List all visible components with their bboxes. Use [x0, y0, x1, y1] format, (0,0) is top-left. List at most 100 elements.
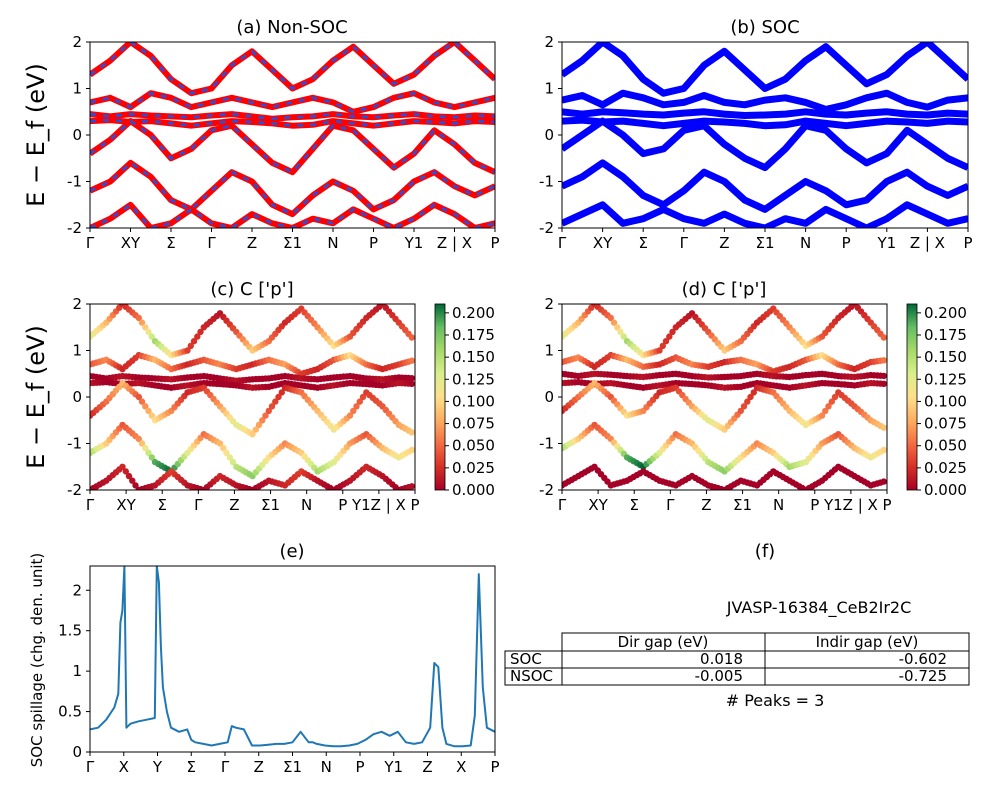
series-line	[562, 117, 968, 172]
panel-a-title: (a) Non-SOC	[236, 17, 347, 38]
colorbar-tick-label: 0.075	[924, 415, 967, 433]
colorbar-tick-label: 0.025	[924, 459, 967, 477]
band-point	[223, 449, 230, 456]
y-tick-label: 0	[544, 126, 554, 144]
colorbar-tick-label: 0.075	[452, 415, 495, 433]
panel-a-plot	[90, 42, 495, 228]
y-tick-label: -2	[539, 219, 554, 237]
x-tick-label: X	[456, 758, 466, 776]
y-tick-label: 0	[72, 743, 82, 761]
panel-c-yticks: -2 -1 0 1 2	[67, 295, 90, 499]
x-tick-label: Σ1	[755, 234, 774, 252]
panel-a: (a) Non-SOC Γ XY Σ Γ Z Σ1 N P Y1 Z | X P -2 -1 0 1 2 E…	[22, 17, 500, 252]
band-point	[880, 380, 887, 387]
band-point	[262, 412, 269, 419]
gap-table-value: -0.725	[899, 667, 947, 685]
band-point	[275, 393, 282, 401]
band-point	[142, 403, 149, 410]
band-point	[408, 375, 415, 382]
gap-table: Dir gap (eV) Indir gap (eV) SOC 0.018 -0…	[504, 632, 970, 686]
series-line	[90, 566, 495, 748]
x-tick-label: Z	[719, 234, 729, 252]
panel-f: (f) JVASP-16384_CeB2Ir2C Dir gap (eV) In…	[504, 541, 970, 710]
panel-e-ylabel: SOC spillage (chg. den. unit)	[28, 553, 46, 768]
panel-e-title: (e)	[279, 541, 304, 562]
series-line	[562, 159, 968, 213]
x-tick-label: N	[301, 496, 312, 514]
y-tick-label: -2	[539, 481, 554, 499]
x-tick-label: N	[321, 758, 332, 776]
x-tick-label: Γ	[558, 496, 567, 514]
band-point	[831, 393, 839, 401]
band-point	[220, 444, 227, 452]
x-tick-label: Σ1	[283, 758, 302, 776]
x-tick-label: Γ	[221, 758, 230, 776]
y-tick-label: 1	[72, 342, 82, 360]
colorbar-tick-label: 0.150	[924, 348, 967, 366]
band-point	[408, 483, 415, 490]
peaks-count: # Peaks = 3	[726, 691, 825, 710]
x-tick-label: Σ1	[733, 496, 752, 514]
x-tick-label: P	[810, 496, 819, 514]
colorbar-tick-label: 0.125	[452, 370, 495, 388]
band-point	[278, 389, 285, 396]
x-tick-label: Z	[422, 758, 432, 776]
x-tick-label: Γ	[558, 234, 567, 252]
band-point	[226, 454, 233, 461]
x-tick-label: Σ	[157, 496, 166, 514]
band-point	[669, 328, 676, 336]
x-tick-label: Z	[701, 496, 711, 514]
x-tick-label: Z	[254, 758, 264, 776]
band-point	[614, 324, 621, 331]
series-line	[90, 159, 495, 218]
x-tick-label: XY	[116, 496, 136, 514]
y-tick-label: 0	[72, 126, 82, 144]
x-tick-label: Γ	[207, 234, 216, 252]
band-point	[138, 319, 146, 326]
series-line	[562, 108, 968, 119]
y-tick-label: -1	[539, 173, 554, 191]
band-point	[359, 393, 367, 401]
band-point	[408, 357, 415, 364]
band-point	[249, 431, 256, 438]
y-tick-label: 2	[72, 295, 82, 313]
band-point	[880, 446, 887, 454]
x-tick-label: XY	[121, 234, 141, 252]
band-point	[145, 449, 152, 456]
series-line	[562, 89, 968, 113]
colorbar-tick-label: 0.175	[924, 326, 967, 344]
panel-d-colorbar-ticks: 0.000 0.025 0.050 0.075 0.100 0.125 0.150 0.175…	[917, 304, 967, 499]
panel-d-yticks: -2 -1 0 1 2	[539, 295, 562, 499]
x-tick-label: Σ	[166, 234, 175, 252]
panel-c-colorbar-ticks: 0.000 0.025 0.050 0.075 0.100 0.125 0.150 0.175…	[445, 304, 495, 499]
band-point	[145, 328, 152, 336]
material-id: JVASP-16384_CeB2Ir2C	[726, 598, 912, 618]
x-tick-label: Γ	[680, 234, 689, 252]
y-tick-label: 2	[544, 33, 554, 51]
panel-b-title: (b) SOC	[730, 17, 799, 38]
colorbar-tick-label: 0.100	[452, 392, 495, 410]
panel-d-plot	[562, 304, 887, 490]
y-tick-label: 1.5	[58, 622, 82, 640]
y-tick-label: 0	[544, 388, 554, 406]
panel-b-xticks: Γ XY Σ Γ Z Σ1 N P Y1 Z | X P	[558, 228, 973, 252]
x-tick-label: X	[119, 758, 129, 776]
series-line	[90, 90, 495, 115]
x-tick-label: P	[842, 234, 851, 252]
panel-a-yticks: -2 -1 0 1 2	[67, 33, 90, 237]
x-tick-label: Σ1	[261, 496, 280, 514]
band-point	[662, 338, 670, 345]
series-line	[90, 111, 495, 122]
panel-d-colorbar	[906, 303, 918, 491]
band-point	[356, 398, 363, 405]
colorbar-tick-label: 0.125	[924, 370, 967, 388]
y-tick-label: -2	[67, 481, 82, 499]
band-point	[272, 398, 279, 405]
y-tick-label: 1	[72, 80, 82, 98]
x-tick-label: Σ	[187, 758, 196, 776]
panel-c-plot	[90, 304, 415, 490]
colorbar-tick-label: 0.025	[452, 459, 495, 477]
gap-table-header: Dir gap (eV)	[618, 633, 709, 651]
